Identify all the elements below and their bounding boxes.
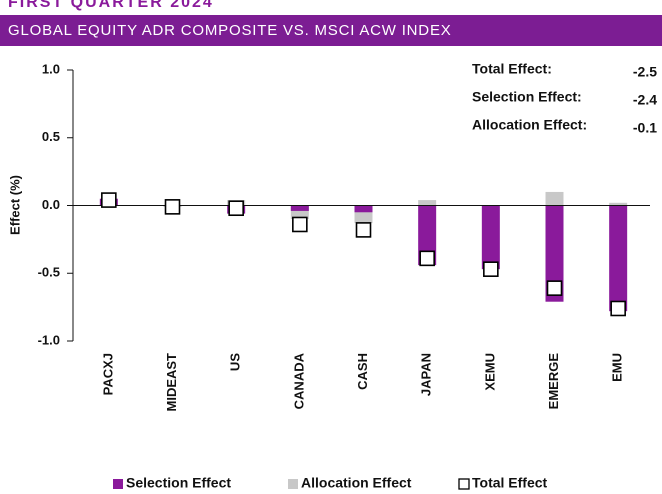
bar (290, 205, 309, 211)
legend-label: Total Effect (472, 475, 548, 491)
total-marker (546, 280, 563, 296)
x-tick-label: PACXJ (100, 353, 115, 395)
x-tick-label: MIDEAST (164, 353, 179, 412)
heading: FIRST QUARTER 2024 (8, 0, 214, 11)
y-tick-label: 0.5 (42, 129, 60, 144)
bar (609, 205, 628, 312)
summary-label: Total Effect: (472, 61, 552, 77)
summary-value: -2.5 (633, 64, 657, 80)
bar (418, 200, 437, 206)
y-tick-label: 0.0 (42, 197, 60, 212)
chart-title: GLOBAL EQUITY ADR COMPOSITE VS. MSCI ACW… (8, 22, 452, 39)
summary-value: -0.1 (633, 120, 657, 136)
total-marker (355, 222, 372, 238)
bar (418, 205, 437, 266)
bar (545, 191, 564, 206)
x-tick-label: XEMU (482, 353, 497, 391)
total-marker (610, 300, 626, 317)
legend-swatch (458, 478, 470, 490)
total-marker (228, 200, 244, 217)
x-tick-label: JAPAN (419, 353, 434, 396)
x-tick-label: EMERGE (546, 353, 561, 410)
y-tick-label: -0.5 (38, 265, 60, 280)
total-marker (101, 192, 117, 208)
bar (481, 205, 500, 270)
bar (354, 205, 373, 213)
y-tick-label: -1.0 (38, 332, 60, 347)
legend-swatch (288, 479, 298, 489)
x-tick-label: CANADA (291, 352, 306, 409)
legend-swatch (113, 479, 123, 489)
y-axis-label: Effect (%) (7, 175, 22, 235)
legend-label: Allocation Effect (301, 475, 412, 491)
x-tick-label: US (228, 353, 243, 371)
bar (545, 205, 564, 302)
x-tick-label: CASH (355, 353, 370, 390)
legend-label: Selection Effect (126, 475, 231, 491)
total-marker (164, 199, 181, 215)
summary-value: -2.4 (633, 92, 657, 108)
y-tick-label: 1.0 (42, 61, 60, 76)
x-tick-label: EMU (610, 353, 625, 382)
total-marker (419, 250, 435, 267)
summary-label: Allocation Effect: (472, 117, 587, 133)
bar (609, 202, 628, 206)
total-marker (292, 216, 308, 233)
total-marker (483, 261, 499, 277)
title-banner (0, 15, 662, 46)
summary-label: Selection Effect: (472, 89, 582, 105)
